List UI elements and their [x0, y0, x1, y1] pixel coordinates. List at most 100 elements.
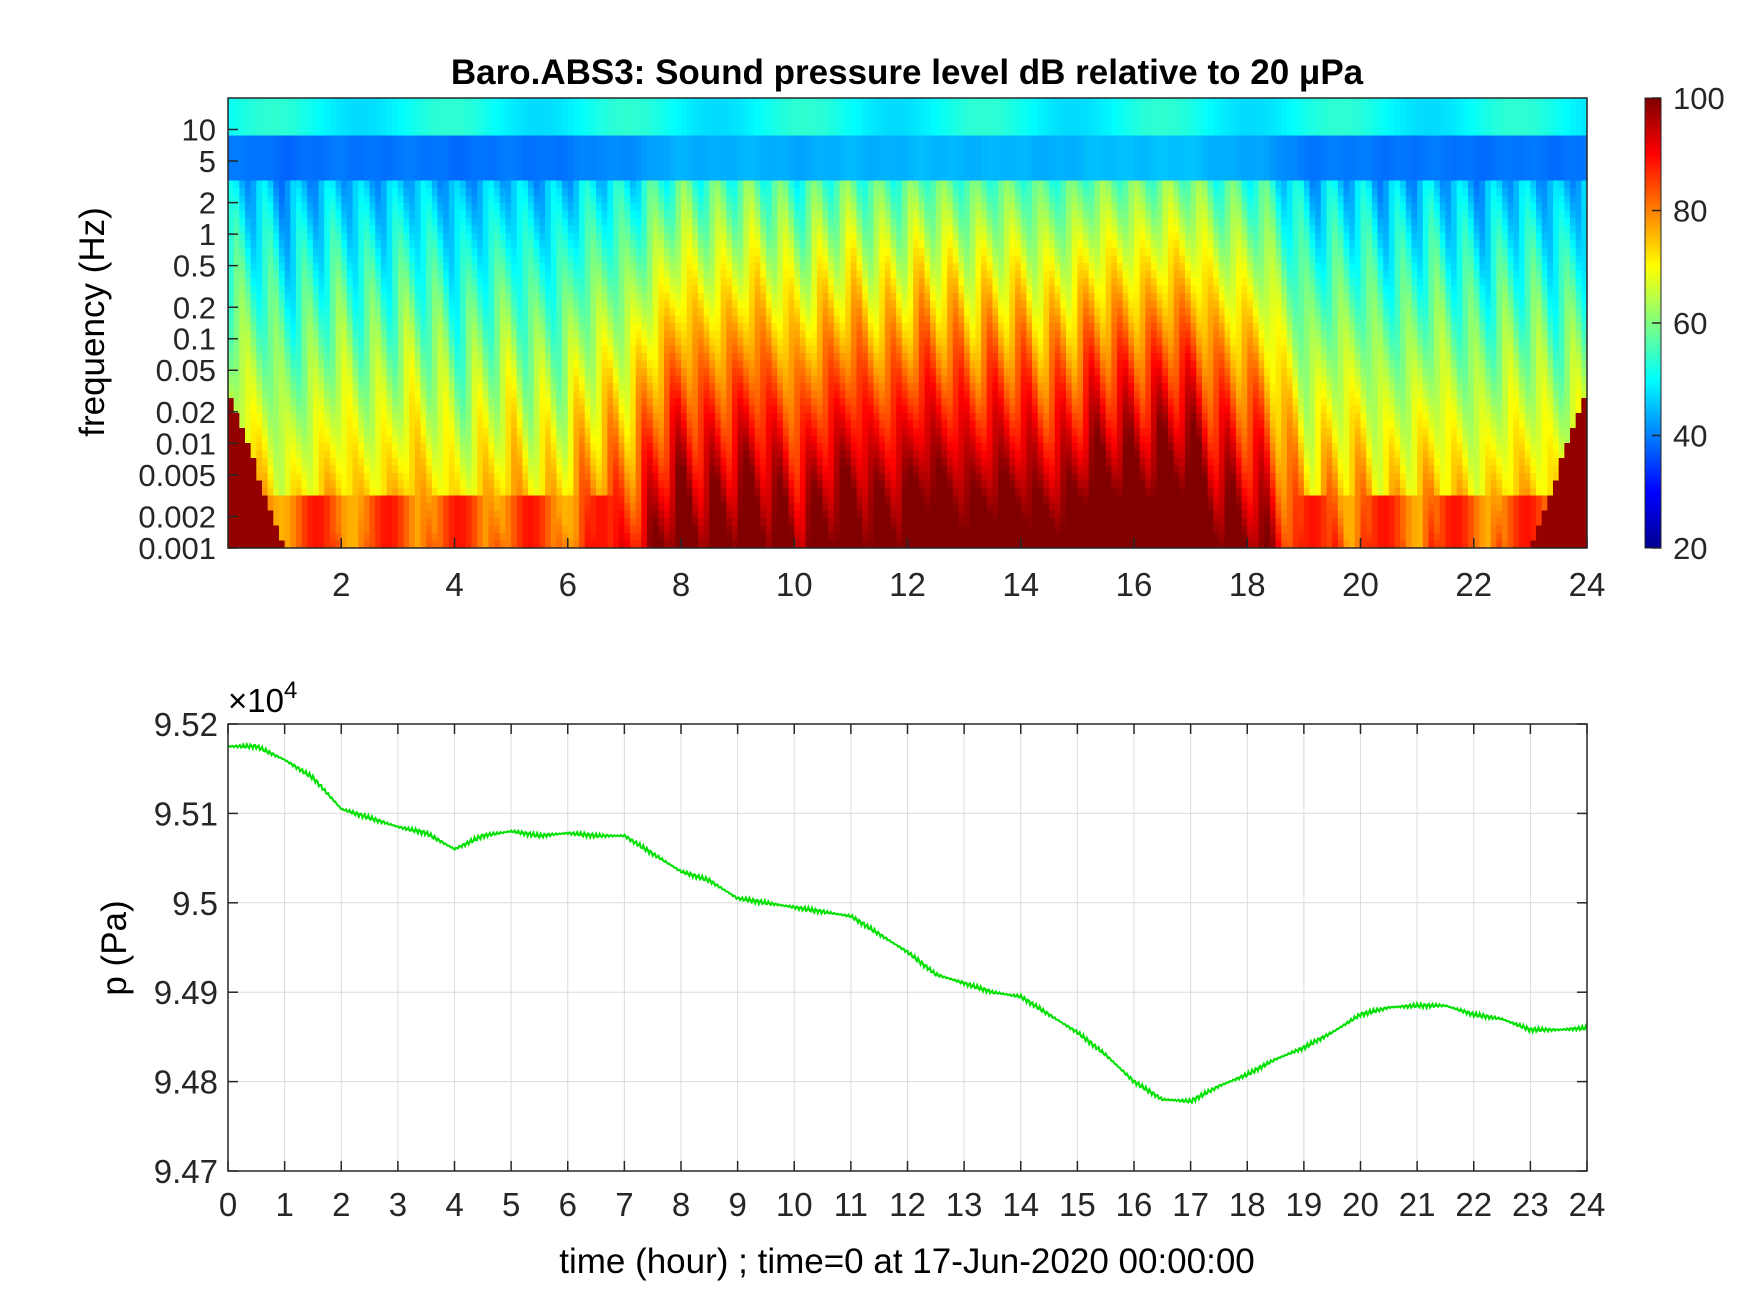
heatmap-cell	[562, 345, 569, 354]
heatmap-cell	[630, 518, 637, 527]
heatmap-cell	[664, 458, 671, 467]
heatmap-cell	[528, 360, 535, 369]
heatmap-cell	[641, 413, 648, 422]
heatmap-cell	[228, 435, 235, 444]
heatmap-cell	[562, 285, 569, 294]
heatmap-cell	[329, 315, 337, 324]
heatmap-cell	[528, 203, 535, 212]
heatmap-cell	[261, 105, 269, 114]
heatmap-cell	[380, 203, 388, 212]
heatmap-cell	[261, 480, 269, 489]
heatmap-cell	[414, 525, 422, 534]
heatmap-cell	[375, 308, 382, 317]
heatmap-cell	[528, 338, 535, 347]
heatmap-cell	[290, 158, 297, 167]
heatmap-cell	[284, 203, 291, 212]
heatmap-cell	[380, 173, 388, 182]
heatmap-cell	[324, 195, 331, 204]
heatmap-cell	[358, 263, 365, 272]
heatmap-cell	[477, 435, 484, 444]
heatmap-cell	[494, 383, 501, 392]
heatmap-cell	[607, 525, 614, 534]
heatmap-cell	[233, 525, 240, 534]
heatmap-cell	[556, 173, 563, 182]
heatmap-cell	[261, 488, 269, 497]
heatmap-cell	[664, 128, 671, 137]
heatmap-cell	[635, 218, 642, 227]
heatmap-cell	[635, 435, 642, 444]
heatmap-cell	[375, 233, 382, 242]
heatmap-cell	[465, 143, 473, 152]
heatmap-cell	[431, 533, 439, 542]
heatmap-cell	[669, 420, 676, 429]
heatmap-cell	[329, 510, 337, 519]
heatmap-cell	[635, 518, 642, 527]
heatmap-cell	[403, 98, 410, 107]
heatmap-cell	[431, 315, 439, 324]
heatmap-cell	[579, 218, 586, 227]
heatmap-cell	[244, 525, 252, 534]
heatmap-cell	[443, 488, 450, 497]
heatmap-cell	[250, 188, 257, 197]
heatmap-cell	[607, 308, 614, 317]
heatmap-cell	[329, 105, 337, 114]
heatmap-cell	[454, 143, 461, 152]
heatmap-cell	[613, 330, 620, 339]
heatmap-cell	[460, 540, 467, 548]
heatmap-cell	[352, 188, 359, 197]
heatmap-cell	[618, 443, 625, 452]
heatmap-cell	[624, 345, 631, 354]
heatmap-cell	[618, 488, 625, 497]
heatmap-cell	[228, 278, 235, 287]
heatmap-cell	[460, 165, 467, 174]
heatmap-cell	[261, 180, 269, 189]
heatmap-cell	[494, 128, 501, 137]
heatmap-cell	[465, 360, 473, 369]
heatmap-cell	[460, 390, 467, 399]
heatmap-cell	[692, 360, 699, 369]
heatmap-cell	[505, 120, 512, 129]
heatmap-cell	[641, 533, 648, 542]
heatmap-cell	[363, 195, 371, 204]
heatmap-cell	[233, 338, 240, 347]
heatmap-cell	[392, 360, 399, 369]
heatmap-cell	[607, 113, 614, 122]
heatmap-cell	[675, 458, 682, 467]
heatmap-cell	[307, 510, 314, 519]
heatmap-cell	[590, 300, 597, 309]
heatmap-cell	[335, 173, 342, 182]
heatmap-cell	[601, 375, 608, 384]
heatmap-cell	[250, 510, 257, 519]
heatmap-cell	[329, 135, 337, 144]
heatmap-cell	[686, 435, 693, 444]
heatmap-cell	[590, 413, 597, 422]
heatmap-cell	[244, 128, 252, 137]
heatmap-cell	[545, 98, 552, 107]
heatmap-cell	[403, 428, 410, 437]
heatmap-cell	[652, 165, 659, 174]
heatmap-cell	[477, 450, 484, 459]
heatmap-cell	[635, 495, 642, 504]
heatmap-cell	[488, 540, 495, 548]
heatmap-cell	[460, 263, 467, 272]
heatmap-cell	[380, 428, 388, 437]
heatmap-cell	[426, 330, 433, 339]
heatmap-cell	[505, 173, 512, 182]
heatmap-cell	[533, 98, 541, 107]
heatmap-cell	[477, 278, 484, 287]
heatmap-cell	[494, 135, 501, 144]
heatmap-cell	[607, 510, 614, 519]
heatmap-cell	[454, 203, 461, 212]
heatmap-cell	[601, 203, 608, 212]
heatmap-cell	[545, 248, 552, 257]
heatmap-cell	[403, 113, 410, 122]
heatmap-cell	[307, 128, 314, 137]
heatmap-cell	[669, 428, 676, 437]
heatmap-cell	[482, 428, 490, 437]
heatmap-cell	[329, 255, 337, 264]
heatmap-cell	[426, 315, 433, 324]
heatmap-cell	[273, 150, 280, 159]
heatmap-cell	[567, 525, 575, 534]
heatmap-cell	[505, 285, 512, 294]
heatmap-cell	[516, 165, 524, 174]
